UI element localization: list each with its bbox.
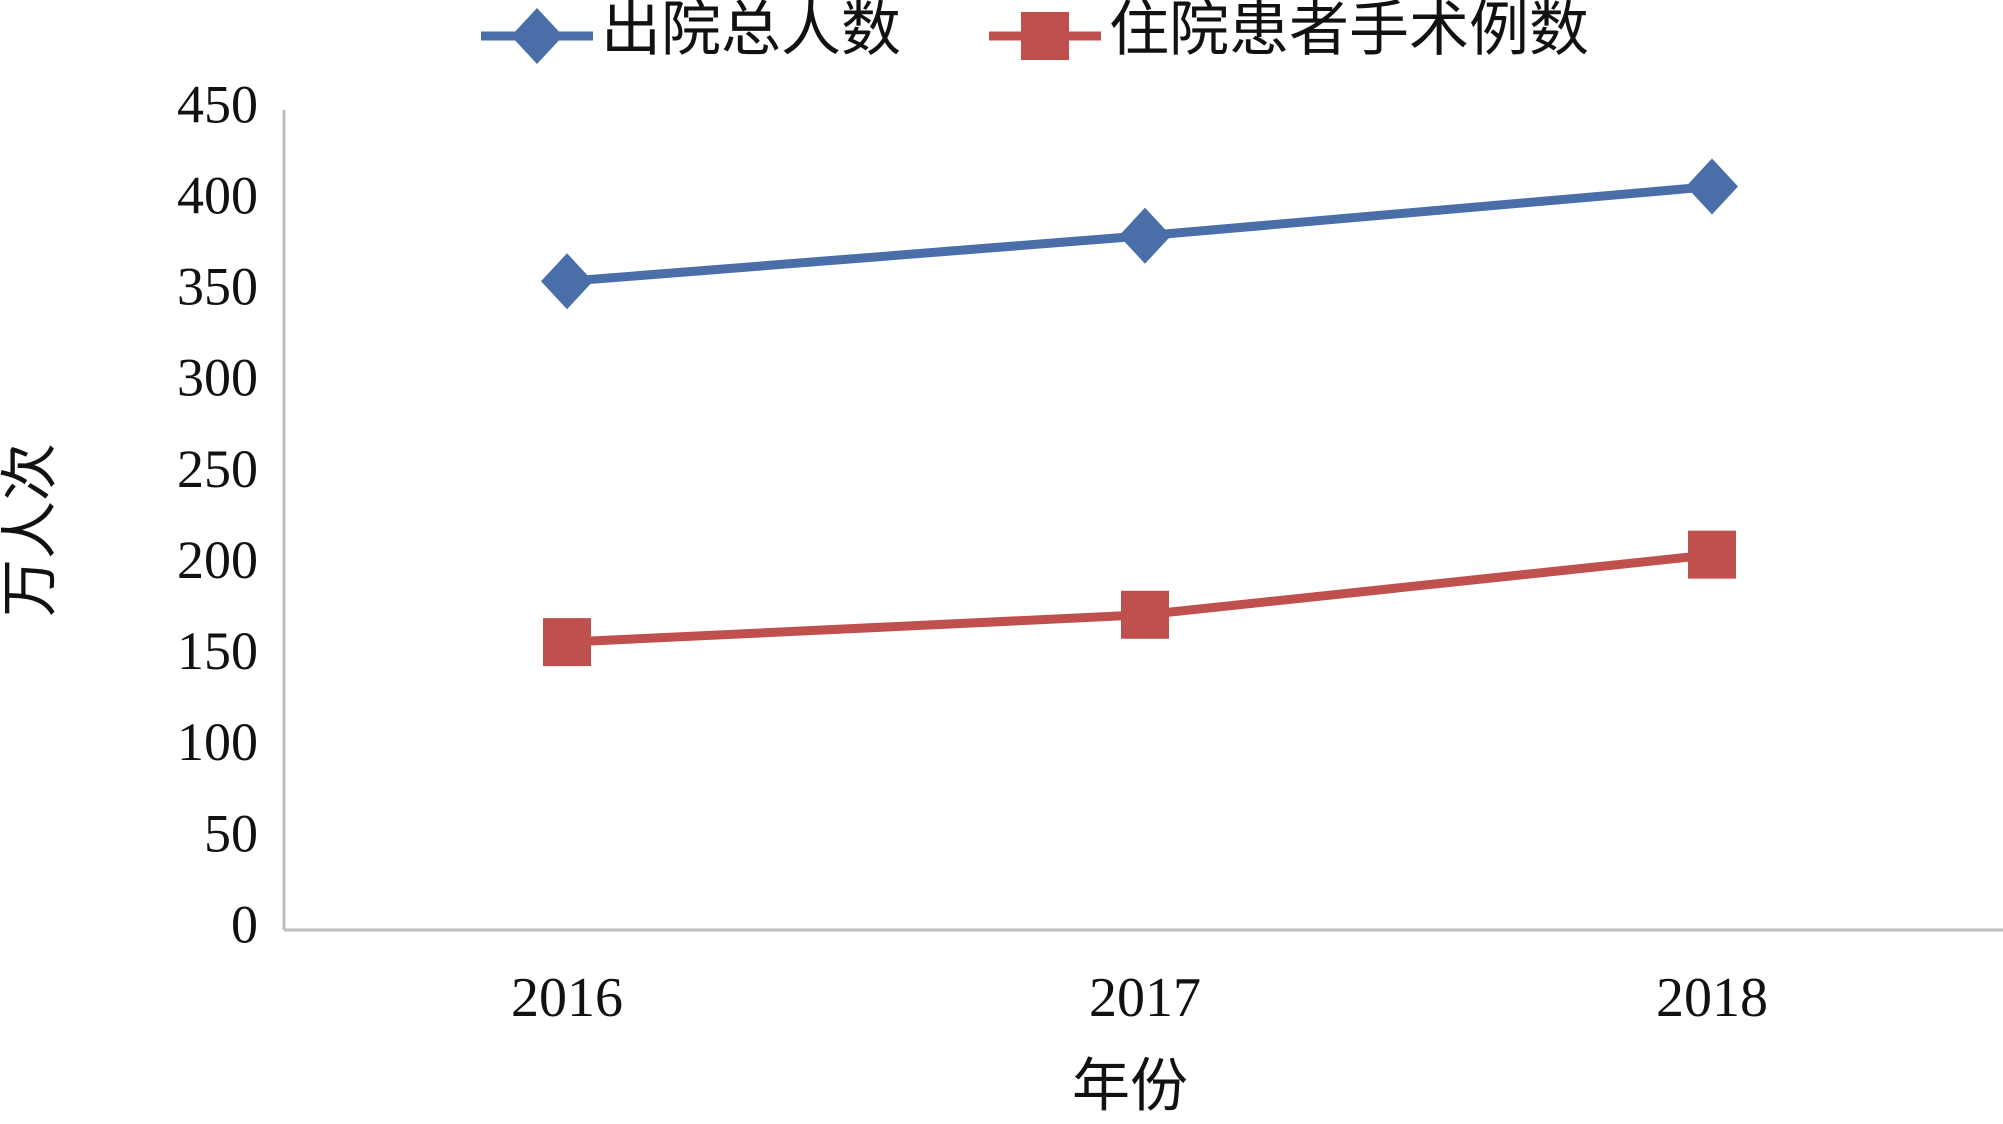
legend-label: 出院总人数	[601, 0, 901, 63]
marker	[543, 618, 591, 667]
y-tick-label: 0	[231, 894, 258, 954]
legend-marker	[1021, 12, 1069, 60]
y-tick-label: 350	[177, 257, 258, 317]
y-tick-label: 50	[204, 803, 258, 863]
x-tick-label: 2017	[1089, 967, 1201, 1029]
marker	[1686, 158, 1738, 215]
x-tick-label: 2018	[1656, 967, 1768, 1029]
legend-marker	[511, 8, 563, 64]
y-tick-label: 100	[177, 712, 258, 772]
marker	[1119, 207, 1171, 264]
marker	[541, 253, 593, 310]
y-tick-label: 300	[177, 348, 258, 408]
legend-label: 住院患者手术例数	[1109, 0, 1589, 63]
y-tick-label: 400	[177, 166, 258, 226]
y-tick-label: 250	[177, 439, 258, 499]
marker	[1121, 590, 1169, 639]
marker	[1688, 530, 1736, 579]
y-tick-label: 200	[177, 530, 258, 590]
x-axis-title: 年份	[1072, 1053, 1188, 1118]
y-tick-label: 450	[177, 74, 258, 134]
y-tick-label: 150	[177, 621, 258, 681]
y-axis-title: 万人次	[0, 443, 62, 617]
x-tick-label: 2016	[511, 967, 623, 1029]
